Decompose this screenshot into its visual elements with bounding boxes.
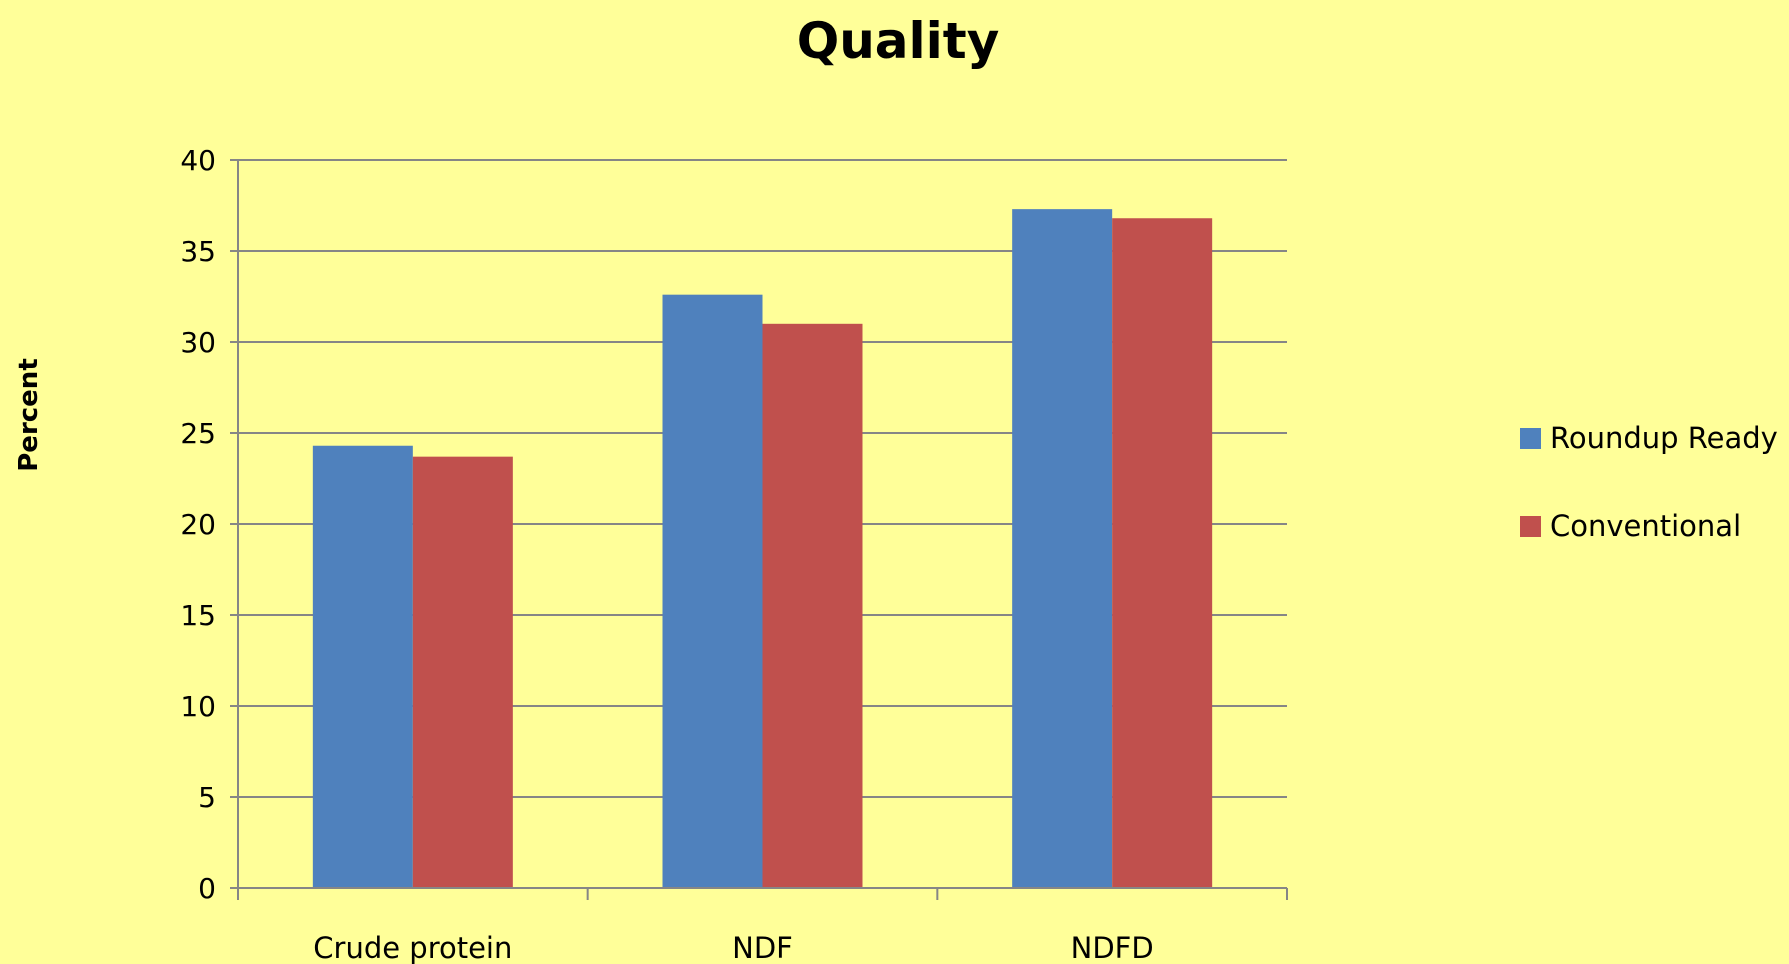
x-category-label: NDF xyxy=(732,931,793,964)
y-tick-label-10: 10 xyxy=(180,690,216,723)
bar-roundup-ready-ndf xyxy=(662,294,763,888)
legend: Roundup Ready Conventional xyxy=(1520,421,1778,543)
y-tick-label-5: 5 xyxy=(198,781,216,814)
y-tick-label-25: 25 xyxy=(180,417,216,450)
legend-label-conventional: Conventional xyxy=(1550,509,1741,543)
bar-conventional-crude-protein xyxy=(412,456,513,888)
x-category-label: Crude protein xyxy=(313,931,512,964)
axes: 0 5 10 15 20 25 30 35 40 Crude protein NDF NDFD xyxy=(180,144,1288,964)
bars xyxy=(312,209,1213,889)
y-tick-label-20: 20 xyxy=(180,508,216,541)
y-tick-label-30: 30 xyxy=(180,326,216,359)
x-category-label: NDFD xyxy=(1071,931,1154,964)
y-tick-label-0: 0 xyxy=(198,872,216,905)
y-tick-label-40: 40 xyxy=(180,144,216,177)
legend-label-roundup-ready: Roundup Ready xyxy=(1550,421,1778,455)
bar-conventional-ndfd xyxy=(1112,218,1213,889)
legend-swatch-conventional xyxy=(1520,516,1541,537)
y-tick-label-35: 35 xyxy=(180,235,216,268)
y-tick-label-15: 15 xyxy=(180,599,216,632)
bar-conventional-ndf xyxy=(762,323,863,888)
bar-roundup-ready-ndfd xyxy=(1012,209,1113,888)
bar-roundup-ready-crude-protein xyxy=(312,445,413,888)
chart-title: Quality xyxy=(797,12,1000,70)
legend-swatch-roundup-ready xyxy=(1520,428,1541,449)
y-axis-label: Percent xyxy=(14,358,44,472)
